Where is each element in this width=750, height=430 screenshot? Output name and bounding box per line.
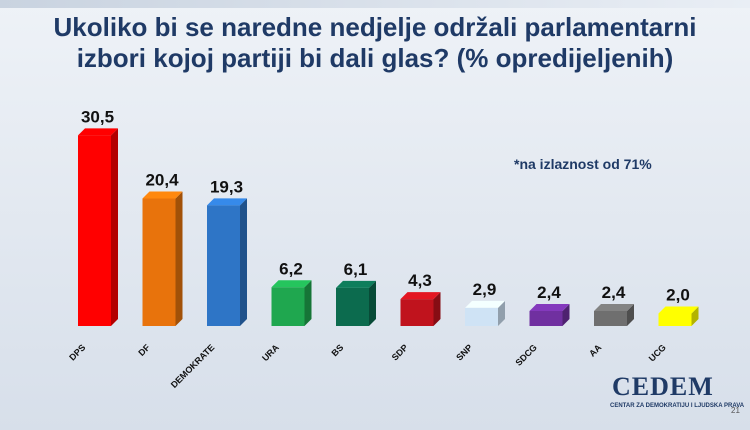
bar-df bbox=[142, 191, 183, 326]
category-label: DEMOKRATE bbox=[169, 342, 217, 390]
bar-front bbox=[594, 311, 627, 326]
category-label: UCG bbox=[647, 342, 668, 363]
category-label: SDP bbox=[390, 342, 410, 362]
category-label: DF bbox=[136, 342, 152, 358]
bar-side bbox=[369, 280, 376, 326]
cedem-logo: CEDEM CENTAR ZA DEMOKRATIJU I LJUDSKA PR… bbox=[610, 372, 745, 412]
category-label: URA bbox=[260, 342, 281, 363]
bar-sdp bbox=[400, 292, 441, 326]
category-label: DPS bbox=[67, 342, 87, 362]
bar-snp bbox=[465, 300, 505, 326]
bar-front bbox=[465, 307, 498, 326]
bar-ucg bbox=[658, 306, 699, 326]
bar-top bbox=[78, 128, 118, 136]
category-label: SDCG bbox=[513, 342, 538, 367]
page-number: 21 bbox=[731, 406, 740, 415]
category-label: SNP bbox=[454, 342, 474, 362]
bar-aa bbox=[594, 304, 634, 326]
value-label: 2,4 bbox=[537, 283, 561, 302]
top-border bbox=[0, 0, 750, 8]
logo-subtitle: CENTAR ZA DEMOKRATIJU I LJUDSKA PRAVA bbox=[610, 403, 745, 409]
bar-top bbox=[529, 304, 570, 311]
bar-side bbox=[111, 128, 118, 326]
bar-front bbox=[207, 205, 240, 326]
bar-sdcg bbox=[529, 304, 570, 326]
bar-side bbox=[562, 304, 570, 326]
bar-top bbox=[207, 198, 247, 206]
category-label: AA bbox=[587, 342, 604, 359]
chart-title: Ukoliko bi se naredne nedjelje održali p… bbox=[53, 12, 697, 73]
bar-side bbox=[498, 300, 505, 326]
bar-top bbox=[336, 280, 376, 288]
bar-front bbox=[400, 299, 434, 326]
value-label: 2,4 bbox=[602, 283, 626, 302]
value-label: 20,4 bbox=[145, 171, 179, 190]
value-label: 19,3 bbox=[210, 177, 243, 196]
value-label: 2,0 bbox=[666, 286, 690, 305]
category-label: BS bbox=[329, 342, 345, 358]
bar-front bbox=[142, 198, 176, 326]
bar-top bbox=[594, 304, 634, 311]
bar-front bbox=[271, 287, 305, 326]
bar-front bbox=[529, 311, 563, 326]
bar-front bbox=[336, 287, 369, 326]
bar-side bbox=[691, 306, 699, 326]
bar-side bbox=[240, 198, 247, 326]
bar-top bbox=[465, 300, 505, 308]
value-label: 2,9 bbox=[473, 280, 497, 299]
turnout-note: *na izlaznost od 71% bbox=[514, 156, 652, 172]
bar-top bbox=[400, 292, 441, 300]
bar-demokrate bbox=[207, 198, 247, 326]
bar-top bbox=[271, 280, 312, 288]
logo-text: CEDEM bbox=[612, 372, 714, 401]
bar-side bbox=[175, 191, 183, 326]
bar-side bbox=[627, 304, 634, 326]
bar-bs bbox=[336, 280, 376, 326]
value-label: 6,1 bbox=[344, 260, 368, 279]
bar-side bbox=[433, 292, 441, 326]
bar-front bbox=[658, 313, 692, 326]
bar-top bbox=[142, 191, 183, 199]
bar-side bbox=[304, 280, 312, 326]
value-label: 30,5 bbox=[81, 107, 114, 126]
bar-front bbox=[78, 135, 111, 326]
bar-ura bbox=[271, 280, 312, 326]
value-label: 6,2 bbox=[279, 259, 303, 278]
value-label: 4,3 bbox=[408, 271, 432, 290]
bar-dps bbox=[78, 128, 118, 326]
bar-top bbox=[658, 306, 699, 314]
